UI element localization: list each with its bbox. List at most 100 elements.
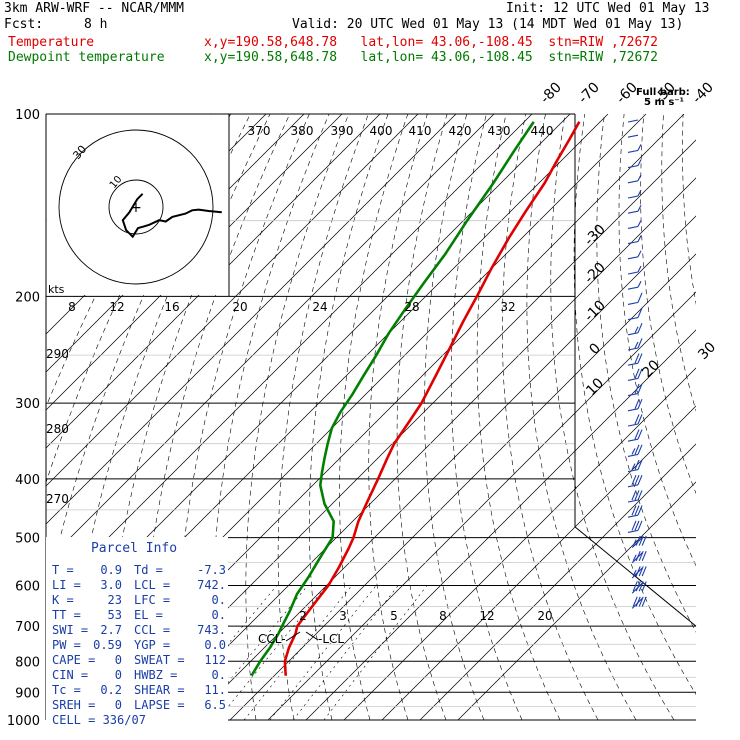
hodograph-speed-label: 16 bbox=[164, 300, 179, 314]
barb-key-units: 5 m s⁻¹ bbox=[644, 97, 684, 108]
wind-barb-staff bbox=[627, 195, 639, 199]
parcel-row-label: T = bbox=[52, 563, 74, 577]
parcel-row-label: CAPE = bbox=[52, 653, 95, 667]
wind-barb-flag bbox=[641, 596, 647, 607]
dry-adiabat-line bbox=[450, 114, 523, 721]
isotherm-line bbox=[419, 443, 696, 721]
pressure-label: 900 bbox=[15, 686, 40, 701]
theta-label: 390 bbox=[331, 124, 354, 138]
wind-barb bbox=[627, 444, 643, 457]
lcl-arrow bbox=[305, 631, 319, 641]
dry-adiabat-line bbox=[308, 114, 389, 721]
hodograph-center-mark: + bbox=[130, 200, 142, 216]
wind-barb-flag bbox=[637, 459, 643, 470]
parcel-row-value: 112 bbox=[204, 653, 226, 667]
wind-barb-flag bbox=[638, 581, 644, 592]
dry-adiabat-line bbox=[703, 114, 740, 720]
model-title: 3km ARW-WRF -- NCAR/MMM bbox=[4, 1, 185, 16]
wind-barb-flag bbox=[637, 398, 643, 410]
wind-barb-half bbox=[637, 235, 642, 242]
wind-barb-flag bbox=[638, 596, 644, 607]
adiabat-side-label: 290 bbox=[46, 347, 69, 361]
parcel-row-value: 0 bbox=[115, 668, 122, 682]
parcel-row-label: Tc = bbox=[52, 683, 81, 697]
isotherm-label: -30 bbox=[581, 221, 608, 248]
isotherm-label: -20 bbox=[581, 259, 608, 286]
valid-time: Valid: 20 UTC Wed 01 May 13 (14 MDT Wed … bbox=[292, 17, 684, 32]
dry-adiabat-line bbox=[339, 114, 409, 721]
wind-barb-staff bbox=[627, 423, 639, 427]
theta-label: 380 bbox=[291, 124, 314, 138]
wind-barb-flag bbox=[634, 490, 640, 501]
wind-barb-staff bbox=[627, 377, 639, 381]
theta-label: 410 bbox=[409, 124, 432, 138]
wind-barb-flag bbox=[637, 490, 643, 501]
parcel-row-value: 11. bbox=[204, 683, 226, 697]
parcel-row-label: CCL = bbox=[134, 623, 170, 637]
hodograph-speed-label: 20 bbox=[232, 300, 247, 314]
pressure-label: 1000 bbox=[7, 714, 40, 729]
dry-adiabat-line bbox=[476, 114, 561, 721]
frame-right-slope bbox=[574, 526, 697, 627]
wind-barb-staff bbox=[627, 134, 639, 138]
wind-barb-staff bbox=[627, 499, 639, 503]
parcel-row-value: 0.59 bbox=[93, 638, 122, 652]
mixing-ratio-line bbox=[292, 585, 399, 721]
dry-adiabat-line bbox=[501, 114, 599, 721]
theta-label: 370 bbox=[248, 124, 271, 138]
wind-barb-flag bbox=[635, 596, 641, 607]
wind-barb-flag bbox=[637, 414, 643, 425]
wind-barb-flag bbox=[632, 596, 638, 607]
wind-barb-staff bbox=[627, 210, 639, 214]
pressure-label: 800 bbox=[15, 655, 40, 670]
wind-barb-half bbox=[632, 539, 637, 546]
isotherm-line bbox=[457, 481, 696, 721]
isotherm-label: 10 bbox=[583, 375, 607, 399]
wind-barb-staff bbox=[627, 271, 639, 275]
dry-adiabat-line bbox=[573, 114, 696, 696]
isotherm-line bbox=[305, 329, 696, 721]
ccl-arrow bbox=[285, 631, 301, 642]
wind-barb bbox=[627, 174, 642, 184]
hodograph-speed-label: 24 bbox=[312, 300, 327, 314]
wind-barb bbox=[627, 368, 643, 381]
hodograph-units-label: kts bbox=[48, 283, 65, 296]
wind-barb bbox=[627, 459, 643, 473]
wind-barb-flag bbox=[637, 338, 643, 349]
wind-barb bbox=[631, 535, 647, 548]
forecast-label: Fcst: bbox=[4, 17, 44, 32]
wind-barb-staff bbox=[627, 149, 639, 153]
parcel-row-value: 743. bbox=[197, 623, 226, 637]
wind-barb-flag bbox=[637, 444, 643, 455]
parcel-info-box: Parcel Info T = 0.9 Td = -7.3 LI = 3.0 LCL = 742… bbox=[46, 537, 228, 727]
pressure-label: 500 bbox=[15, 532, 40, 547]
wind-barb-flag bbox=[638, 550, 644, 562]
wind-barb-half bbox=[637, 174, 642, 182]
wind-barb-staff bbox=[627, 529, 639, 533]
wind-barb-half bbox=[637, 220, 642, 227]
dry-adiabat-line bbox=[396, 114, 448, 721]
isotherm-line bbox=[46, 114, 381, 449]
dry-adiabat-line bbox=[618, 114, 696, 567]
wind-barb-flag bbox=[634, 368, 640, 379]
wind-barb-flag bbox=[637, 520, 643, 531]
wind-barb bbox=[627, 398, 643, 412]
lcl-label: -LCL bbox=[318, 632, 344, 646]
wind-barb-flag bbox=[637, 307, 643, 318]
wind-barb-staff bbox=[627, 408, 639, 412]
wind-barb-half bbox=[637, 204, 642, 212]
wind-barb-flag bbox=[635, 535, 641, 546]
wind-barb-staff bbox=[627, 119, 639, 123]
hodograph-speed-label: 28 bbox=[404, 300, 419, 314]
parcel-row-value: 53 bbox=[108, 608, 122, 622]
wind-barb-flag bbox=[634, 505, 640, 516]
wind-barb-flag bbox=[634, 429, 640, 440]
parcel-title: Parcel Info bbox=[91, 541, 177, 556]
pressure-label: 400 bbox=[15, 473, 40, 488]
theta-label: 400 bbox=[370, 124, 393, 138]
hodograph-ring-inner bbox=[108, 179, 164, 235]
parcel-row-label: CIN = bbox=[52, 668, 88, 682]
wind-barb bbox=[627, 280, 642, 290]
wind-barb-flag bbox=[637, 368, 643, 379]
